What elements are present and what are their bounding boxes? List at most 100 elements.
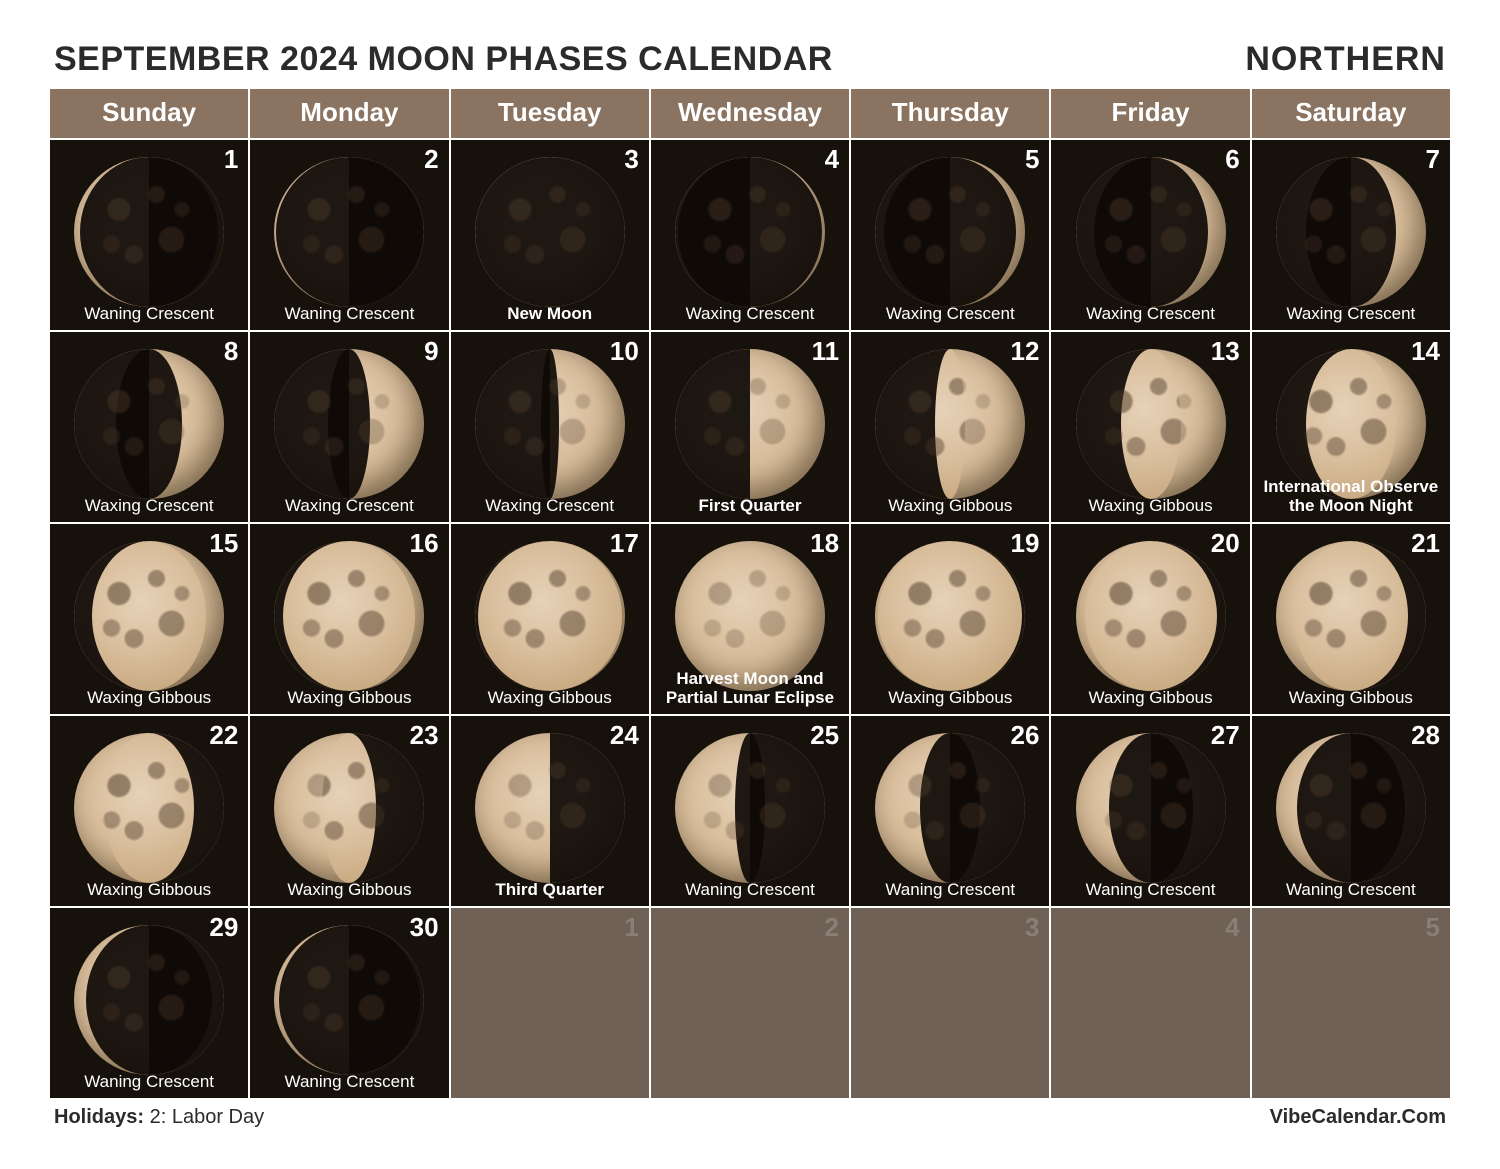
calendar-cell: 3New Moon — [451, 140, 649, 330]
day-number: 23 — [410, 720, 439, 751]
calendar-cell: 25Waning Crescent — [651, 716, 849, 906]
phase-label: First Quarter — [651, 496, 849, 516]
calendar-cell: 7 Waxing Crescent — [1252, 140, 1450, 330]
calendar-cell: 29Waning Crescent — [50, 908, 248, 1098]
weekday-header-row: SundayMondayTuesdayWednesdayThursdayFrid… — [50, 89, 1450, 138]
day-number: 19 — [1011, 528, 1040, 559]
hemisphere-label: NORTHERN — [1245, 40, 1446, 79]
day-number: 1 — [624, 912, 638, 943]
page-title: SEPTEMBER 2024 MOON PHASES CALENDAR — [54, 40, 833, 79]
day-number: 28 — [1411, 720, 1440, 751]
day-number: 10 — [610, 336, 639, 367]
weekday-header: Wednesday — [651, 89, 849, 138]
day-number: 26 — [1011, 720, 1040, 751]
calendar-cell: 6 Waxing Crescent — [1051, 140, 1249, 330]
calendar-cell: 20Waxing Gibbous — [1051, 524, 1249, 714]
calendar-cell: 26Waning Crescent — [851, 716, 1049, 906]
weekday-header: Monday — [250, 89, 448, 138]
day-number: 24 — [610, 720, 639, 751]
calendar-cell: 22 Waxing Gibbous — [50, 716, 248, 906]
moon-icon — [875, 733, 1025, 883]
phase-label: Waxing Crescent — [851, 304, 1049, 324]
phase-label: Waning Crescent — [1252, 880, 1450, 900]
calendar-cell: 9 Waxing Crescent — [250, 332, 448, 522]
phase-label: Waxing Gibbous — [1051, 688, 1249, 708]
phase-label: Waxing Gibbous — [50, 880, 248, 900]
day-number: 4 — [825, 144, 839, 175]
day-number: 6 — [1225, 144, 1239, 175]
moon-icon — [274, 925, 424, 1075]
day-number: 11 — [812, 336, 840, 367]
calendar-cell: 30Waning Crescent — [250, 908, 448, 1098]
calendar-cell: 12Waxing Gibbous — [851, 332, 1049, 522]
day-number: 2 — [825, 912, 839, 943]
calendar-cell: 14 International Observe the Moon Night — [1252, 332, 1450, 522]
moon-icon — [475, 541, 625, 691]
moon-icon — [475, 349, 625, 499]
phase-label: Waxing Crescent — [451, 496, 649, 516]
calendar-grid: 1Waning Crescent2Waning Crescent3New Moo… — [50, 140, 1450, 1098]
calendar-cell: 10 Waxing Crescent — [451, 332, 649, 522]
day-number: 9 — [424, 336, 438, 367]
calendar-cell: 4Waxing Crescent — [651, 140, 849, 330]
moon-icon — [675, 349, 825, 499]
phase-label: Waxing Gibbous — [250, 688, 448, 708]
moon-icon — [1076, 541, 1226, 691]
phase-label: Waxing Crescent — [1252, 304, 1450, 324]
moon-icon — [875, 157, 1025, 307]
moon-icon — [274, 541, 424, 691]
phase-label: International Observe the Moon Night — [1252, 477, 1450, 516]
calendar-cell: 18Harvest Moon and Partial Lunar Eclipse — [651, 524, 849, 714]
day-number: 4 — [1225, 912, 1239, 943]
day-number: 13 — [1211, 336, 1240, 367]
phase-label: Waning Crescent — [651, 880, 849, 900]
day-number: 16 — [410, 528, 439, 559]
phase-label: Waxing Gibbous — [451, 688, 649, 708]
day-number: 22 — [209, 720, 238, 751]
phase-label: Waxing Crescent — [1051, 304, 1249, 324]
phase-label: Waning Crescent — [50, 304, 248, 324]
moon-icon — [1076, 349, 1226, 499]
day-number: 7 — [1426, 144, 1440, 175]
phase-label: Waning Crescent — [250, 304, 448, 324]
moon-icon — [1076, 733, 1226, 883]
calendar-cell: 16 Waxing Gibbous — [250, 524, 448, 714]
moon-icon — [274, 157, 424, 307]
calendar-cell: 11 First Quarter — [651, 332, 849, 522]
moon-icon — [274, 733, 424, 883]
phase-label: Waxing Gibbous — [1252, 688, 1450, 708]
day-number: 21 — [1411, 528, 1440, 559]
source-label: VibeCalendar.Com — [1270, 1106, 1446, 1129]
calendar-cell: 5 Waxing Crescent — [851, 140, 1049, 330]
day-number: 15 — [209, 528, 238, 559]
phase-label: Waxing Gibbous — [50, 688, 248, 708]
moon-icon — [74, 925, 224, 1075]
phase-label: New Moon — [451, 304, 649, 324]
moon-icon — [475, 157, 625, 307]
calendar-cell: 27Waning Crescent — [1051, 716, 1249, 906]
weekday-header: Friday — [1051, 89, 1249, 138]
holidays-text: Holidays: 2: Labor Day — [54, 1106, 264, 1129]
day-number: 5 — [1025, 144, 1039, 175]
day-number: 30 — [410, 912, 439, 943]
calendar-cell: 13 Waxing Gibbous — [1051, 332, 1249, 522]
phase-label: Waxing Gibbous — [851, 688, 1049, 708]
calendar-cell: 23Waxing Gibbous — [250, 716, 448, 906]
phase-label: Waxing Crescent — [250, 496, 448, 516]
day-number: 27 — [1211, 720, 1240, 751]
calendar-cell: 24 Third Quarter — [451, 716, 649, 906]
weekday-header: Saturday — [1252, 89, 1450, 138]
phase-label: Waning Crescent — [50, 1072, 248, 1092]
calendar-cell: 17Waxing Gibbous — [451, 524, 649, 714]
moon-icon — [875, 541, 1025, 691]
moon-icon — [74, 349, 224, 499]
moon-icon — [875, 349, 1025, 499]
phase-label: Third Quarter — [451, 880, 649, 900]
day-number: 3 — [1025, 912, 1039, 943]
calendar-cell: 2Waning Crescent — [250, 140, 448, 330]
moon-icon — [1276, 157, 1426, 307]
day-number: 14 — [1411, 336, 1440, 367]
day-number: 12 — [1011, 336, 1040, 367]
phase-label: Waxing Gibbous — [1051, 496, 1249, 516]
moon-icon — [74, 541, 224, 691]
